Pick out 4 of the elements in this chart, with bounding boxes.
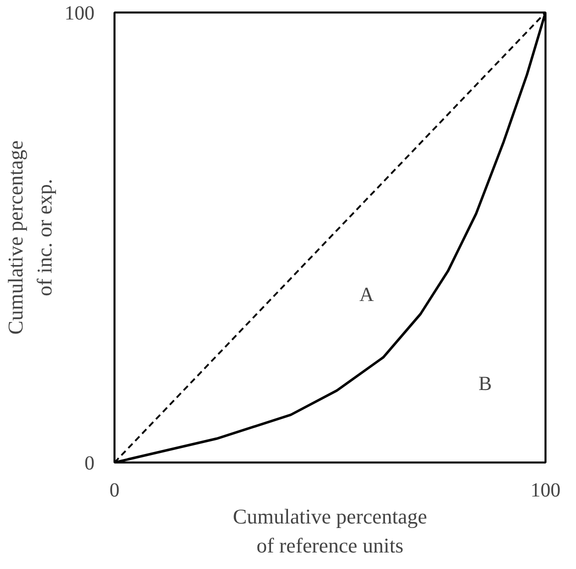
annotation: B (478, 373, 492, 396)
y-axis-title: Cumulative percentage of inc. or exp. (4, 140, 56, 335)
annotation: A (359, 284, 374, 306)
x-axis-title: Cumulative percentage of reference units (232, 504, 428, 558)
